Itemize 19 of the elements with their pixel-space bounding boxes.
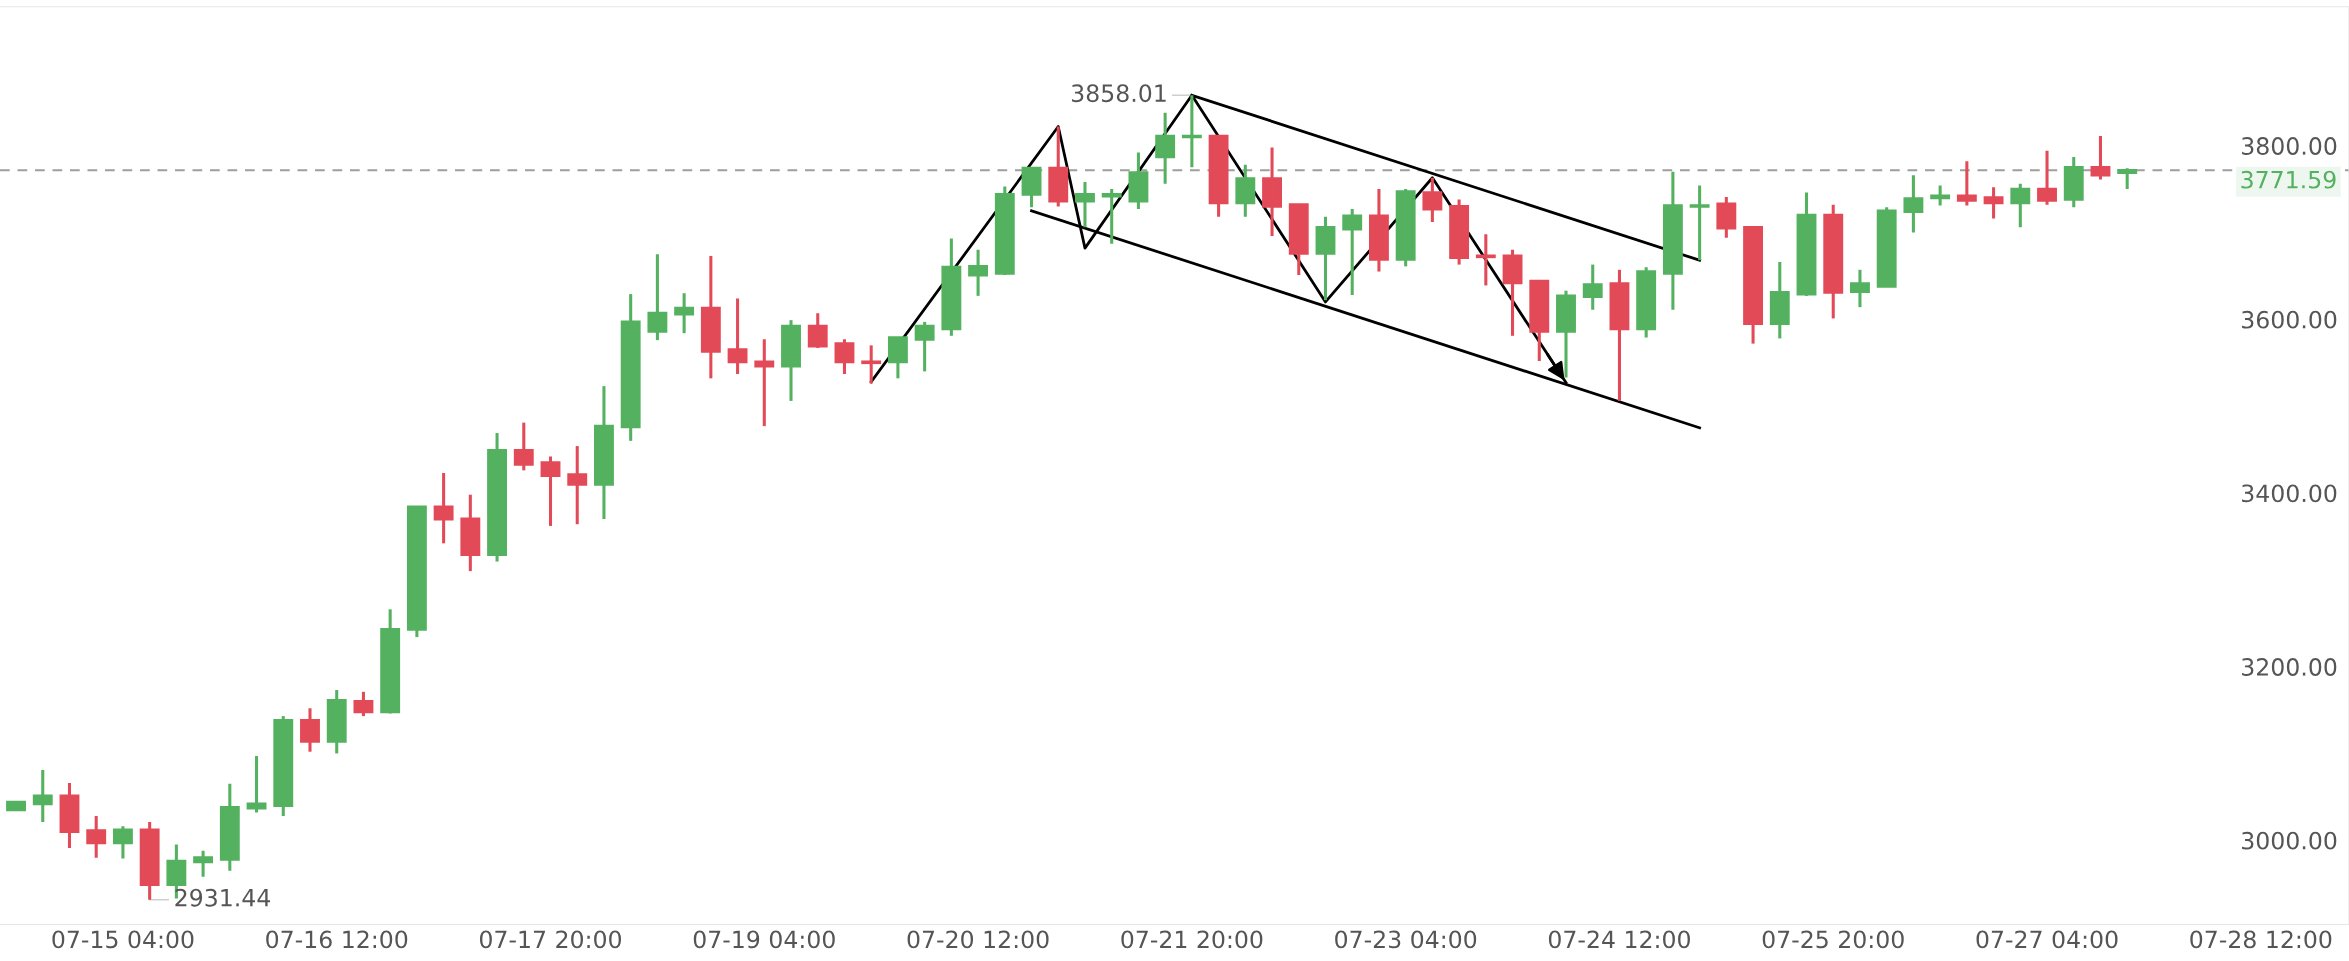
y-tick-label: 3800.00 [2242, 137, 2337, 155]
x-tick-label: 07-16 12:00 [266, 930, 408, 949]
x-tick-label: 07-20 12:00 [907, 930, 1049, 949]
y-tick-label: 3000.00 [2242, 831, 2337, 850]
annotation: 3858.01 [1071, 84, 1166, 103]
x-tick-label: 07-23 04:00 [1335, 930, 1477, 949]
y-tick-label: 3400.00 [2242, 484, 2337, 503]
x-tick-label: 07-25 20:00 [1762, 930, 1904, 949]
x-tick-label: 07-17 20:00 [479, 930, 622, 949]
y-tick-label: 3200.00 [2242, 658, 2337, 676]
x-tick-label: 07-21 20:00 [1121, 930, 1263, 949]
x-tick-label: 07-19 04:00 [693, 930, 835, 949]
x-tick-label: 07-24 12:00 [1548, 930, 1690, 949]
x-tick-label: 07-15 04:00 [52, 930, 194, 949]
y-tick-label: 3600.00 [2242, 310, 2337, 329]
ref-line-label: 3771.59 [2241, 170, 2336, 189]
x-tick-label: 07-27 04:00 [1976, 930, 2118, 949]
annotation: 2931.44 [175, 888, 271, 907]
x-tick-label: 07-28 12:00 [2190, 930, 2332, 949]
